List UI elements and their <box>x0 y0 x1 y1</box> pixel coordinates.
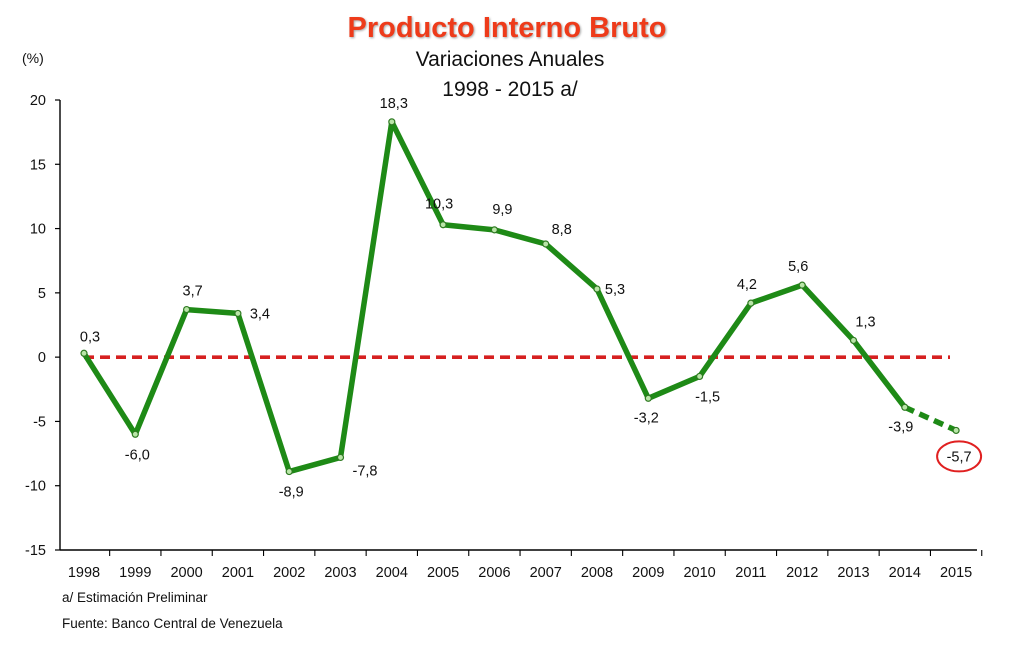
x-tick-label: 2012 <box>786 565 818 581</box>
data-label: 0,3 <box>80 329 100 345</box>
data-label: 5,3 <box>605 282 625 298</box>
x-tick-label: 2001 <box>222 565 254 581</box>
data-point <box>542 240 550 248</box>
footnote: a/ Estimación Preliminar <box>62 590 208 605</box>
data-label: -6,0 <box>125 447 150 463</box>
x-tick-label: 2014 <box>889 565 921 581</box>
data-point <box>388 118 396 126</box>
data-point <box>336 453 345 462</box>
y-tick-label: 15 <box>30 157 46 173</box>
y-tick-label: 5 <box>38 286 46 302</box>
x-tick-label: 1998 <box>68 565 100 581</box>
x-tick-label: 2003 <box>324 565 356 581</box>
data-label: 4,2 <box>737 277 757 293</box>
data-label: 9,9 <box>492 202 512 218</box>
data-point <box>80 349 88 357</box>
data-label: 5,6 <box>788 259 808 275</box>
data-point <box>798 281 806 289</box>
data-point <box>439 221 447 229</box>
x-tick-label: 2006 <box>478 565 510 581</box>
data-point <box>593 285 601 293</box>
y-tick-label: 0 <box>38 350 46 366</box>
x-tick-label: 2004 <box>376 565 408 581</box>
x-tick-label: 2007 <box>530 565 562 581</box>
data-label: -3,2 <box>634 410 659 426</box>
data-label: -7,8 <box>353 463 378 479</box>
data-label: 1,3 <box>855 314 875 330</box>
data-point <box>952 426 960 435</box>
x-tick-label: 2000 <box>170 565 202 581</box>
x-tick-label: 2015 <box>940 565 972 581</box>
series-line <box>81 119 908 475</box>
highlight-circle <box>936 440 983 473</box>
x-tick-label: 2005 <box>427 565 459 581</box>
data-point <box>747 299 755 307</box>
chart-period: 1998 - 2015 a/ <box>442 78 578 101</box>
y-tick-label: -15 <box>25 543 46 559</box>
data-point <box>695 372 704 381</box>
data-point <box>183 305 191 314</box>
x-tick-label: 1999 <box>119 565 151 581</box>
data-label: 10,3 <box>425 197 453 213</box>
x-tick-label: 2010 <box>683 565 715 581</box>
x-tick-label: 2009 <box>632 565 664 581</box>
data-label: 3,4 <box>250 306 270 322</box>
x-tick-label: 2011 <box>735 565 766 581</box>
data-point <box>490 226 498 234</box>
data-label: -1,5 <box>695 389 720 405</box>
series-line-estimated <box>903 404 958 433</box>
x-tick-label: 2008 <box>581 565 613 581</box>
y-tick-label: -10 <box>25 479 46 495</box>
y-tick-label: -5 <box>33 414 46 430</box>
data-point <box>234 309 242 318</box>
x-tick-label: 2002 <box>273 565 305 581</box>
chart-subtitle: Variaciones Anuales <box>415 48 605 71</box>
data-label: 3,7 <box>183 284 203 300</box>
data-label: -3,9 <box>888 419 913 435</box>
y-axis-label: (%) <box>22 50 44 66</box>
data-point <box>285 467 293 476</box>
y-tick-label: 20 <box>30 93 46 109</box>
data-point <box>901 403 909 411</box>
source-note: Fuente: Banco Central de Venezuela <box>62 616 283 631</box>
data-point <box>644 394 652 402</box>
data-label: 8,8 <box>552 222 572 238</box>
chart-title: Producto Interno Bruto <box>347 12 667 44</box>
x-tick-label: 2013 <box>837 565 869 581</box>
data-point <box>849 336 858 345</box>
y-tick-label: 10 <box>30 222 46 238</box>
data-label: -8,9 <box>279 485 304 501</box>
data-point <box>131 430 139 438</box>
data-label: 18,3 <box>380 96 408 112</box>
data-label: -5,7 <box>947 449 972 465</box>
